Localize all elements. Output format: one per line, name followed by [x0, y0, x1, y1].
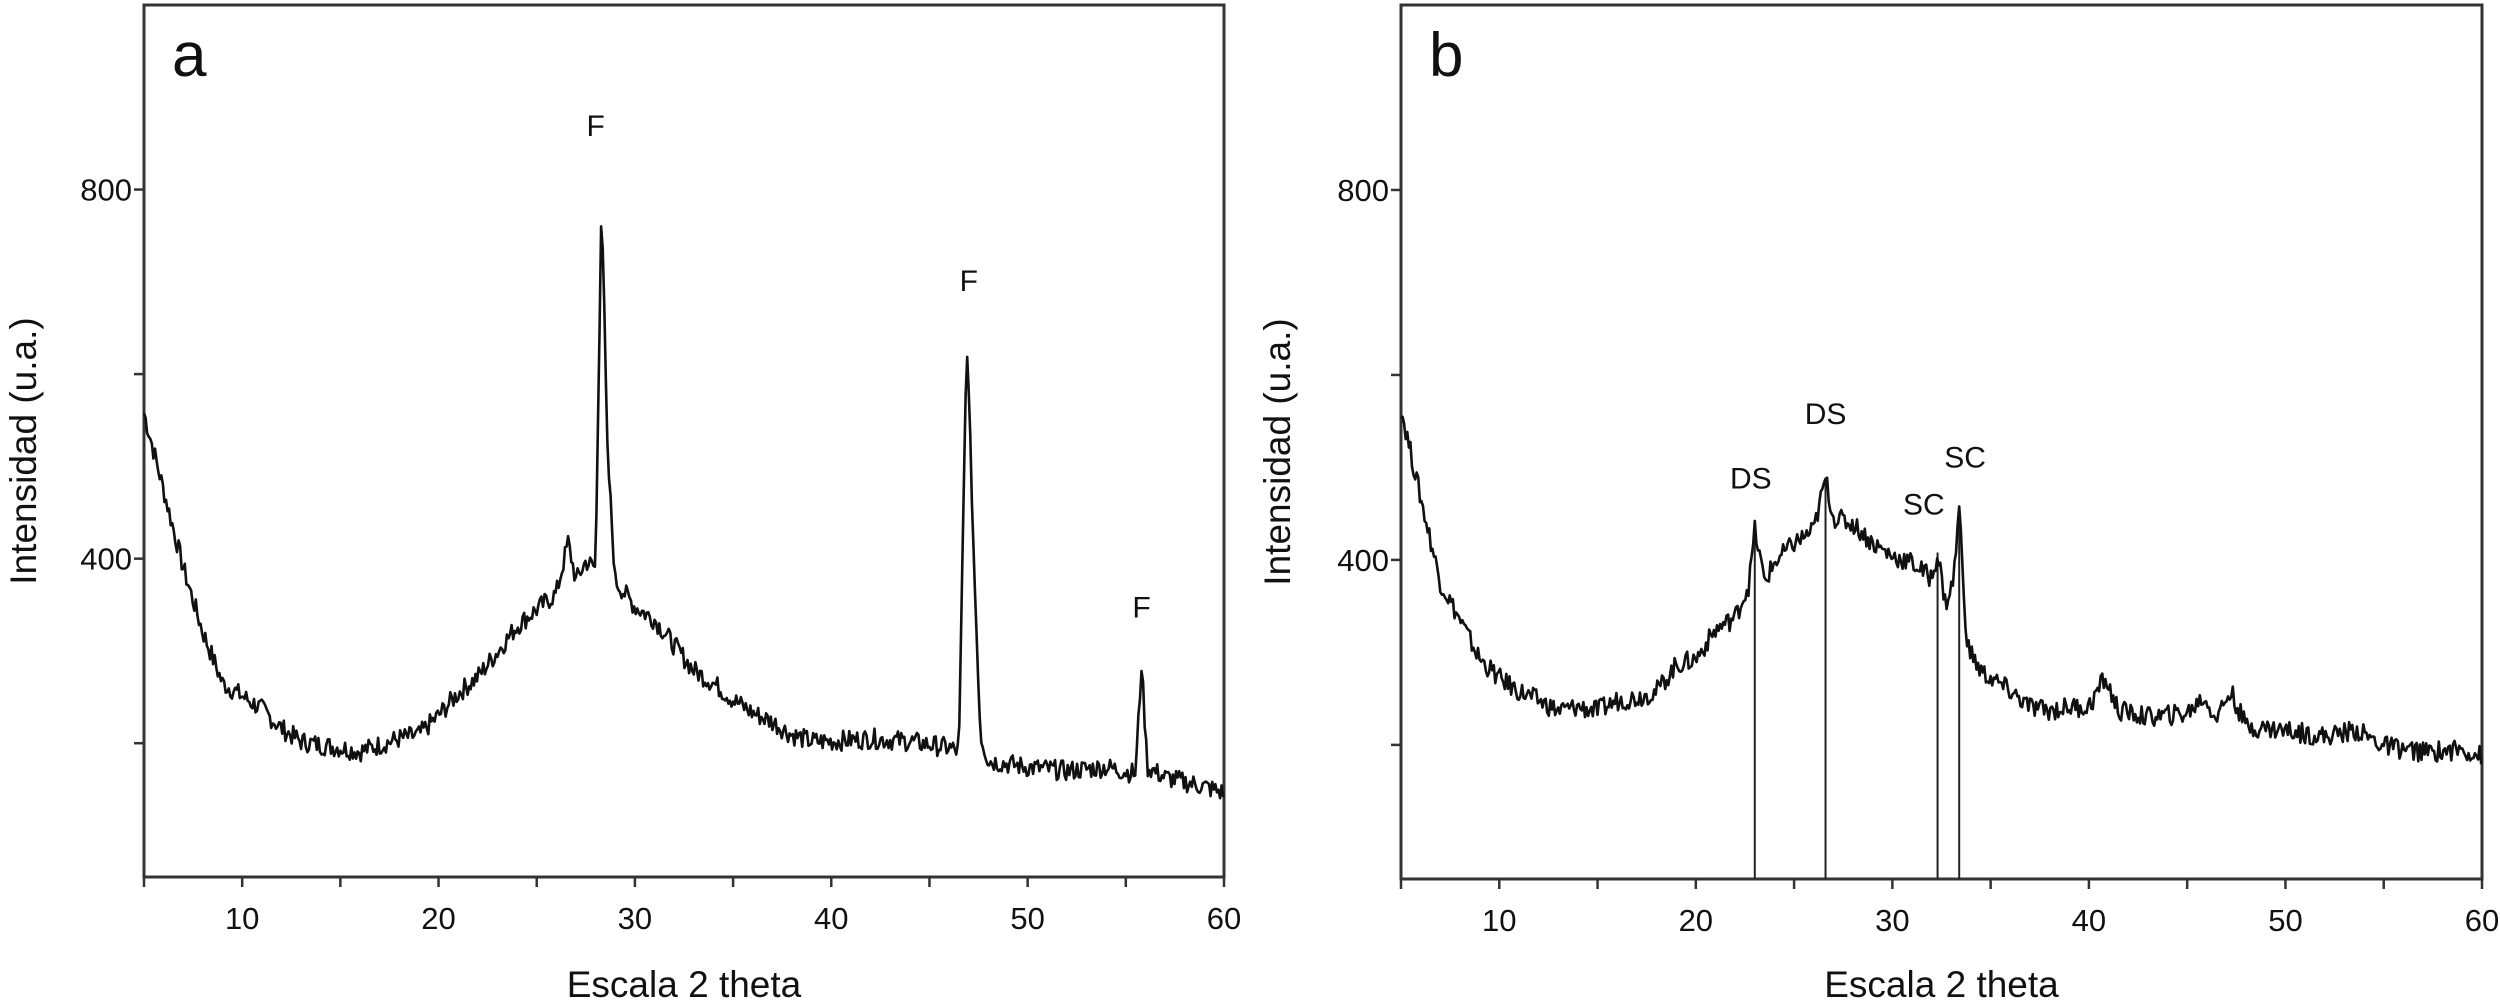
x-tick-label: 20	[1679, 903, 1713, 938]
x-axis-label: Escala 2 theta	[567, 964, 802, 1005]
x-tick-label: 50	[1010, 901, 1044, 936]
plot-frame	[142, 3, 1226, 879]
x-tick-label: 60	[2465, 903, 2499, 938]
x-tick-label: 10	[1482, 903, 1516, 938]
peak-annotation: SC	[1903, 489, 1945, 522]
panel-letter: a	[172, 21, 207, 90]
peak-annotation: F	[586, 110, 604, 143]
y-tick-label: 400	[1337, 543, 1389, 578]
series-line-b	[1400, 415, 2483, 765]
x-tick-label: 10	[225, 901, 259, 936]
x-tick-label: 30	[1875, 903, 1909, 938]
panel-a: 10 20 30 40 50 60 400 800 Escala 2 theta Intensid…	[3, 3, 1241, 1005]
x-tick-label: 30	[618, 901, 652, 936]
x-axis-label: Escala 2 theta	[1824, 964, 2059, 1005]
peak-annotation: DS	[1730, 463, 1772, 496]
x-tick-label: 20	[421, 901, 455, 936]
peak-annotation: F	[1132, 592, 1150, 625]
x-tick-label: 50	[2268, 903, 2302, 938]
peak-annotation: F	[960, 265, 978, 298]
y-tick-label: 800	[1337, 173, 1389, 208]
panel-b: 10 20 30 40 50 60 400 800 Escala 2 theta Intensid…	[1257, 3, 2499, 1005]
panel-letter: b	[1429, 21, 1463, 90]
series-line-a	[142, 225, 1225, 800]
peak-annotation: DS	[1805, 398, 1847, 431]
x-tick-label: 40	[814, 901, 848, 936]
y-axis-label: Intensidad (u.a.)	[1257, 318, 1298, 585]
plot-frame	[1399, 3, 2484, 881]
peak-annotation: SC	[1944, 441, 1986, 474]
y-tick-label: 400	[80, 542, 132, 577]
x-tick-label: 60	[1207, 901, 1241, 936]
y-tick-label: 800	[80, 173, 132, 208]
x-tick-label: 40	[2072, 903, 2106, 938]
y-axis-label: Intensidad (u.a.)	[3, 317, 44, 584]
